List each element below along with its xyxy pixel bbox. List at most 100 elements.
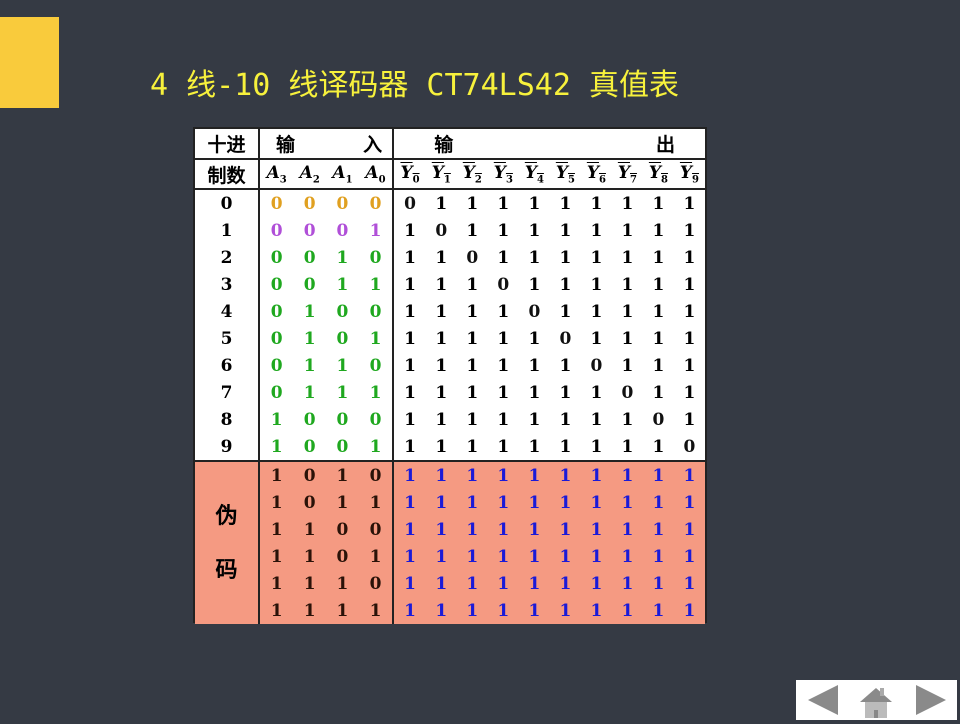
table-cell: 1	[293, 543, 327, 570]
table-cell: 1	[590, 436, 603, 457]
table-cell: 0	[358, 189, 395, 217]
table-cell: 1	[393, 516, 426, 543]
table-cell: 1	[466, 355, 479, 376]
table-cell: 1	[466, 409, 479, 430]
table-cell: 1	[528, 220, 541, 241]
table-cell: 1	[580, 597, 612, 624]
next-button[interactable]	[904, 680, 957, 720]
table-cell: 0	[270, 301, 283, 322]
table-cell: 1	[293, 570, 327, 597]
triangle-right-icon	[916, 685, 946, 715]
table-cell: 1	[528, 328, 541, 349]
table-cell: 0	[303, 193, 316, 214]
table-cell: 1	[293, 597, 327, 624]
table-cell: 1	[293, 516, 327, 543]
table-cell: 1	[336, 274, 349, 295]
table-cell: 1	[497, 382, 510, 403]
table-cell: 1	[393, 597, 426, 624]
table-cell: 1	[404, 436, 416, 457]
table-cell: 1	[435, 247, 448, 268]
table-cell: 1	[259, 461, 294, 489]
table-cell: 1	[621, 409, 634, 430]
table-cell: 1	[435, 328, 448, 349]
table-cell: 1	[497, 220, 510, 241]
table-cell: 1	[336, 247, 349, 268]
table-cell: 0	[683, 436, 696, 457]
table-cell: 1	[652, 436, 665, 457]
table-cell: 1	[497, 355, 510, 376]
table-cell: 0	[270, 247, 283, 268]
table-cell: 1	[487, 597, 519, 624]
table-cell: 1	[642, 516, 674, 543]
table-cell: 0	[270, 220, 283, 241]
table-cell: 1	[652, 274, 665, 295]
table-cell: 0	[270, 274, 283, 295]
table-cell: 1	[497, 436, 510, 457]
table-cell: 1	[497, 193, 510, 214]
table-cell: 1	[358, 597, 395, 624]
table-cell: 1	[528, 409, 541, 430]
table-cell: 1	[435, 274, 448, 295]
header-output-2: 出	[655, 134, 675, 156]
table-cell: 1	[580, 461, 612, 489]
table-cell: 1	[518, 516, 550, 543]
table-cell: 1	[683, 247, 696, 268]
table-cell: 1	[259, 543, 294, 570]
table-cell: 1	[456, 461, 488, 489]
table-cell: 0	[303, 274, 316, 295]
table-cell: 1	[683, 328, 696, 349]
table-cell: 1	[549, 543, 581, 570]
prev-button[interactable]	[796, 680, 849, 720]
table-cell: 1	[358, 271, 395, 298]
table-cell: 1	[683, 274, 696, 295]
table-cell: 1	[590, 247, 603, 268]
table-cell: 1	[621, 436, 634, 457]
table-cell: 1	[326, 597, 359, 624]
table-cell: 0	[336, 409, 349, 430]
table-cell: 1	[425, 597, 457, 624]
home-button[interactable]	[850, 680, 903, 720]
table-cell: 1	[404, 220, 416, 241]
input-label: A1	[326, 159, 359, 190]
table-cell: 1	[528, 355, 541, 376]
table-cell: 0	[358, 570, 395, 597]
table-cell: 0	[358, 352, 395, 379]
table-cell: 1	[673, 543, 705, 570]
table-cell: 1	[358, 543, 395, 570]
table-cell: 1	[642, 461, 674, 489]
table-cell: 1	[303, 382, 316, 403]
table-cell: 0	[652, 409, 665, 430]
table-cell: 1	[466, 301, 479, 322]
table-cell: 0	[270, 382, 283, 403]
table-cell: 1	[466, 220, 479, 241]
header-output-1: 输	[434, 134, 454, 156]
table-cell: 9	[195, 433, 260, 461]
table-cell: 1	[621, 247, 634, 268]
table-cell: 0	[358, 298, 395, 325]
table-cell: 0	[293, 461, 327, 489]
table-cell: 1	[683, 382, 696, 403]
slide-nav	[796, 680, 957, 720]
table-cell: 2	[195, 244, 260, 271]
output-label: Y8	[642, 159, 674, 190]
table-cell: 3	[195, 271, 260, 298]
table-cell: 1	[466, 193, 479, 214]
table-cell: 1	[497, 247, 510, 268]
input-label: A2	[293, 159, 327, 190]
table-cell: 0	[336, 220, 349, 241]
table-cell: 1	[456, 489, 488, 516]
table-cell: 1	[652, 301, 665, 322]
table-cell: 1	[336, 355, 349, 376]
table-cell: 1	[404, 328, 416, 349]
table-cell: 0	[326, 516, 359, 543]
table-cell: 1	[456, 570, 488, 597]
table-cell: 1	[435, 301, 448, 322]
pseudo-label-2: 码	[215, 557, 238, 583]
output-label: Y9	[673, 159, 705, 190]
